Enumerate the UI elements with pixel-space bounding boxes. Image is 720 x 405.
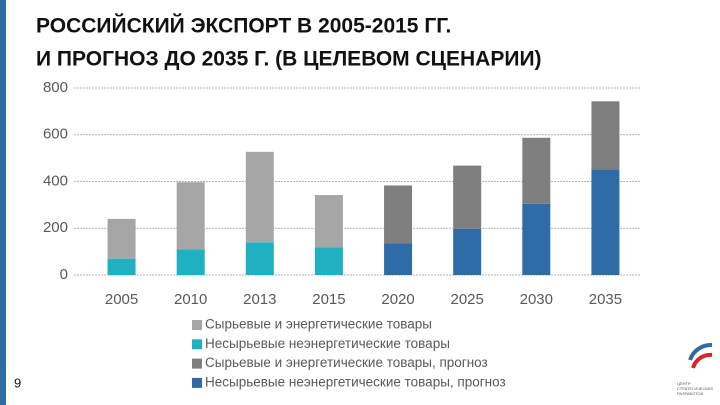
x-tick-label: 2025 bbox=[451, 291, 484, 308]
bar-segment bbox=[384, 185, 413, 244]
legend-swatch bbox=[192, 339, 202, 350]
legend-swatch bbox=[192, 358, 202, 369]
y-tick-label: 200 bbox=[43, 219, 68, 236]
legend-label: Несырьевые неэнергетические товары, прог… bbox=[205, 374, 506, 389]
x-tick-label: 2005 bbox=[105, 291, 138, 308]
bar-segment bbox=[176, 249, 205, 275]
legend-label: Несырьевые неэнергетические товары bbox=[205, 336, 450, 351]
legend-label: Сырьевые и энергетические товары bbox=[205, 317, 432, 332]
x-tick-label: 2020 bbox=[381, 291, 414, 308]
legend-swatch bbox=[192, 320, 202, 330]
x-tick-label: 2035 bbox=[589, 291, 622, 308]
y-tick-label: 0 bbox=[60, 266, 68, 283]
legend-swatch bbox=[192, 377, 202, 388]
bar-segment bbox=[107, 218, 136, 259]
title-line: РОССИЙСКИЙ ЭКСПОРТ В 2005-2015 ГГ. bbox=[36, 14, 451, 38]
bar-segment bbox=[384, 243, 413, 275]
title-line: И ПРОГНОЗ ДО 2035 Г. (В ЦЕЛЕВОМ СЦЕНАРИИ… bbox=[36, 48, 542, 71]
bar-segment bbox=[245, 151, 274, 243]
logo-text: СТРАТЕГИЧЕСКИХ bbox=[677, 386, 714, 391]
bar-segment bbox=[522, 137, 551, 204]
page-number: 9 bbox=[14, 375, 21, 390]
y-tick-label: 400 bbox=[43, 172, 68, 189]
bar-segment bbox=[314, 247, 343, 275]
bar-segment bbox=[591, 101, 620, 170]
bar-segment bbox=[176, 182, 205, 250]
logo-text: РАЗРАБОТОК bbox=[677, 391, 704, 396]
x-tick-label: 2015 bbox=[312, 291, 345, 308]
bar-segment bbox=[453, 228, 482, 275]
y-tick-label: 600 bbox=[43, 126, 68, 143]
bar-segment bbox=[522, 203, 551, 275]
side-bar bbox=[0, 0, 6, 405]
logo-text: ЦЕНТР bbox=[677, 381, 691, 386]
x-tick-label: 2030 bbox=[520, 291, 553, 308]
bar-segment bbox=[245, 242, 274, 275]
y-tick-label: 800 bbox=[43, 79, 68, 96]
x-tick-label: 2013 bbox=[243, 291, 276, 308]
legend-label: Сырьевые и энергетические товары, прогно… bbox=[205, 355, 488, 370]
logo-arc bbox=[688, 342, 713, 361]
logo-arc bbox=[691, 352, 713, 369]
bar-segment bbox=[591, 169, 620, 275]
bar-segment bbox=[107, 258, 136, 275]
x-tick-label: 2010 bbox=[174, 291, 207, 308]
logo: ЦЕНТР СТРАТЕГИЧЕСКИХ РАЗРАБОТОК bbox=[677, 342, 714, 396]
bar-segment bbox=[314, 195, 343, 248]
bar-segment bbox=[453, 165, 482, 229]
